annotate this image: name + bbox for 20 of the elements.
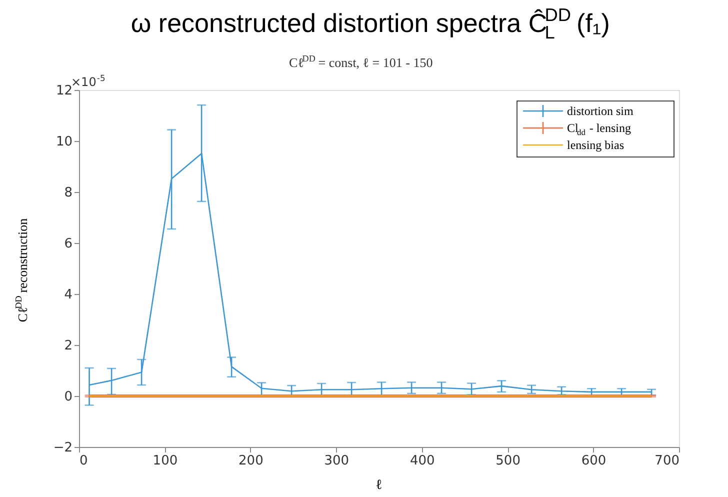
- y-tick-label: 0: [64, 390, 72, 404]
- y-tick-label: 2: [64, 338, 72, 354]
- y-tick-label: 10: [56, 134, 72, 150]
- y-tick-label: 8: [64, 186, 72, 200]
- x-tick-label: 400: [410, 454, 435, 468]
- y-axis-title: CℓDD reconstruction: [14, 218, 30, 322]
- legend-label: distortion sim: [567, 104, 634, 118]
- x-tick-label: 600: [581, 454, 606, 468]
- x-axis-title: ℓ: [376, 478, 382, 493]
- x-tick-label: 0: [80, 454, 88, 468]
- x-tick-label: 700: [654, 454, 680, 468]
- y-tick-label: 12: [56, 84, 72, 98]
- x-tick-label: 300: [324, 454, 350, 468]
- y-tick-label: 6: [64, 236, 72, 252]
- x-tick-label: 100: [152, 454, 178, 468]
- x-tick-label: 200: [238, 454, 264, 468]
- legend-label: lensing bias: [567, 138, 624, 152]
- y-tick-label: 4: [64, 288, 72, 302]
- y-tick-label: −2: [53, 440, 72, 456]
- x-tick-label: 500: [496, 454, 520, 468]
